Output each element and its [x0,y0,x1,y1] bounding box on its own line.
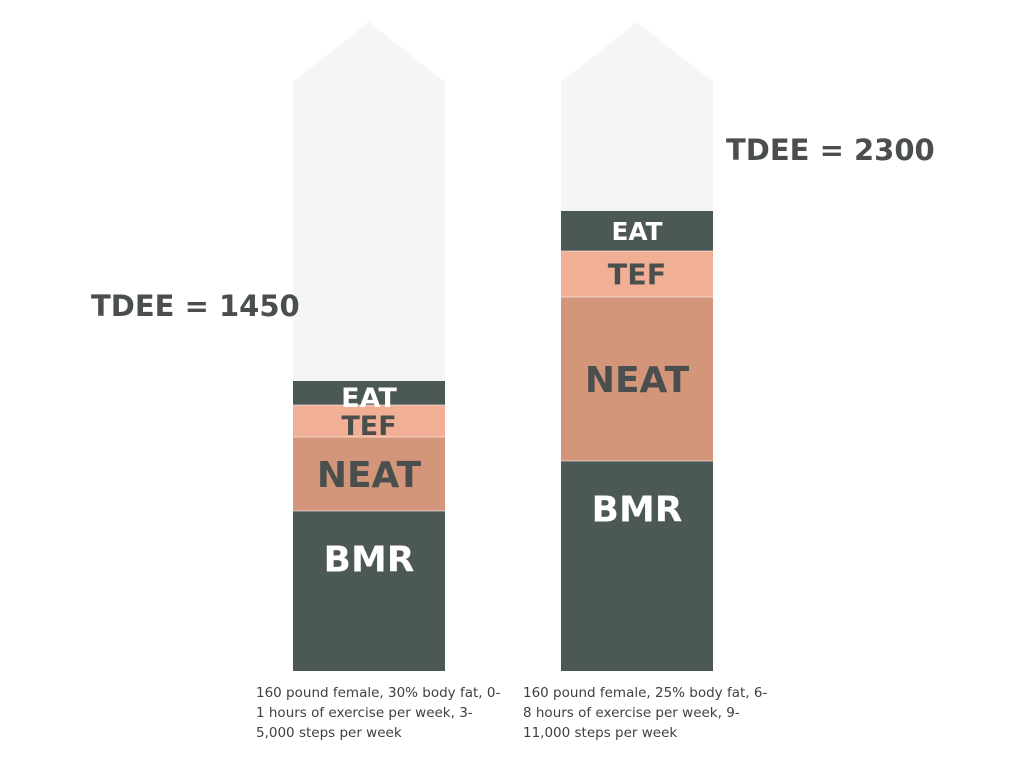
segment-tef-column-1 [293,405,445,437]
segment-bmr-column-1 [293,511,445,671]
segment-neat-column-2 [561,297,713,461]
segment-label-eat-column-2: EAT [611,217,662,246]
segment-label-bmr-column-1: BMR [324,540,415,581]
segment-eat-column-2 [561,211,713,251]
segment-neat-column-1 [293,437,445,511]
segment-label-tef-column-2: TEF [608,258,666,291]
stacked-segments [293,211,713,671]
segment-tef-column-2 [561,251,713,297]
tdee-total-label-column-2: TDEE = 2300 [726,133,935,167]
segment-label-tef-column-1: TEF [341,411,396,442]
segment-bmr-column-2 [561,461,713,671]
segment-label-neat-column-2: NEAT [585,360,690,401]
caption-column-1: 160 pound female, 30% body fat, 0-1 hour… [256,685,501,741]
tdee-total-label-column-1: TDEE = 1450 [91,289,300,323]
caption-column-2: 160 pound female, 25% body fat, 6-8 hour… [523,685,768,741]
segment-label-bmr-column-2: BMR [592,490,683,531]
segment-eat-column-1 [293,381,445,405]
segment-label-eat-column-1: EAT [341,383,397,414]
segment-label-neat-column-1: NEAT [317,455,422,496]
